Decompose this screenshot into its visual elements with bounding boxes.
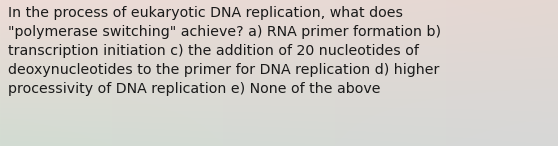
Text: In the process of eukaryotic DNA replication, what does
"polymerase switching" a: In the process of eukaryotic DNA replica…: [8, 6, 441, 96]
